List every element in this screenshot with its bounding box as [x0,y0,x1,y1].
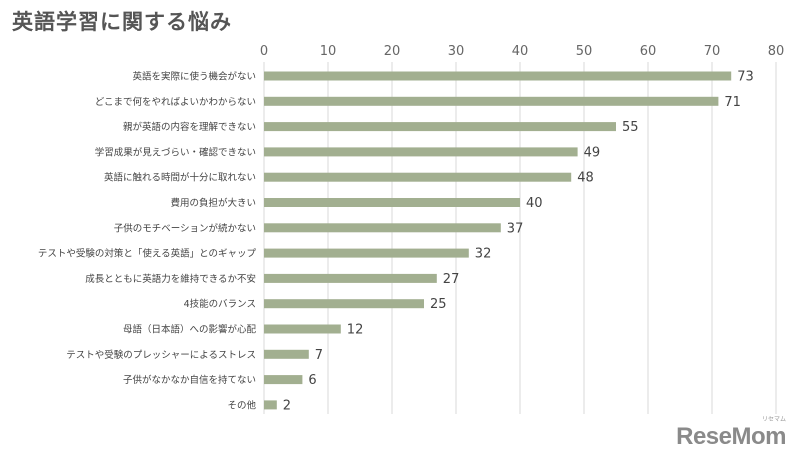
category-label: 親が英語の内容を理解できない [123,121,256,133]
category-label: 費用の負担が大きい [170,197,256,209]
category-label: 英語を実際に使う機会がない [132,71,256,83]
x-tick-label: 40 [512,44,529,59]
bar [264,71,732,81]
value-label: 25 [430,297,447,312]
logo-ruby: リセマム [761,416,786,423]
x-tick-label: 30 [448,44,465,59]
bar [264,248,469,258]
value-label: 32 [475,247,492,262]
value-label: 37 [507,221,524,236]
value-label: 12 [347,323,364,338]
x-tick-label: 80 [768,44,785,59]
bar [264,273,437,283]
category-label: 英語に触れる時間が十分に取れない [104,172,256,184]
x-axis-ticks: 0 10 20 30 40 50 60 70 80 [260,44,784,59]
bar [264,349,309,359]
resemom-logo: ReseMom [676,423,786,450]
category-label: テストや受験の対策と「使える英語」とのギャップ [38,248,257,260]
category-labels: 英語を実際に使う機会がないどこまで何をやればよいかわからない親が英語の内容を理解… [38,71,257,412]
bar [264,122,616,132]
category-label: 学習成果が見えづらい・確認できない [95,146,256,158]
value-label: 73 [737,70,754,85]
value-label: 71 [724,95,741,110]
bar [264,198,520,207]
x-tick-label: 10 [320,44,337,59]
value-label: 2 [283,398,291,413]
value-label: 49 [584,145,601,160]
bar [264,147,578,157]
page-title: 英語学習に関する悩み [12,10,232,34]
x-tick-label: 70 [704,44,721,59]
bar [264,400,277,410]
x-tick-label: 0 [260,44,268,59]
category-label: 子供のモチベーションが続かない [114,222,256,234]
category-label: 成長とともに英語力を維持できるか不安 [85,273,256,285]
category-label: 4技能のバランス [184,298,256,310]
bar [264,375,303,385]
category-label: どこまで何をやればよいかわからない [95,96,256,108]
bar [264,299,424,309]
bar [264,172,572,182]
value-label: 6 [308,373,316,388]
bar [264,324,341,334]
value-label: 7 [315,348,323,363]
x-tick-label: 20 [384,44,401,59]
value-label: 40 [526,196,543,211]
category-label: その他 [227,399,256,411]
bar [264,223,501,233]
value-label: 55 [622,120,639,135]
category-label: 子供がなかなか自信を持てない [123,374,256,386]
x-tick-label: 60 [640,44,657,59]
bars [264,71,732,410]
value-label: 48 [577,171,594,186]
grid-lines [263,62,777,414]
category-label: 母語（日本語）への影響が心配 [123,324,257,336]
x-tick-label: 50 [576,44,593,59]
category-label: テストや受験のプレッシャーによるストレス [66,349,256,361]
bar [264,96,719,106]
value-label: 27 [443,272,460,287]
